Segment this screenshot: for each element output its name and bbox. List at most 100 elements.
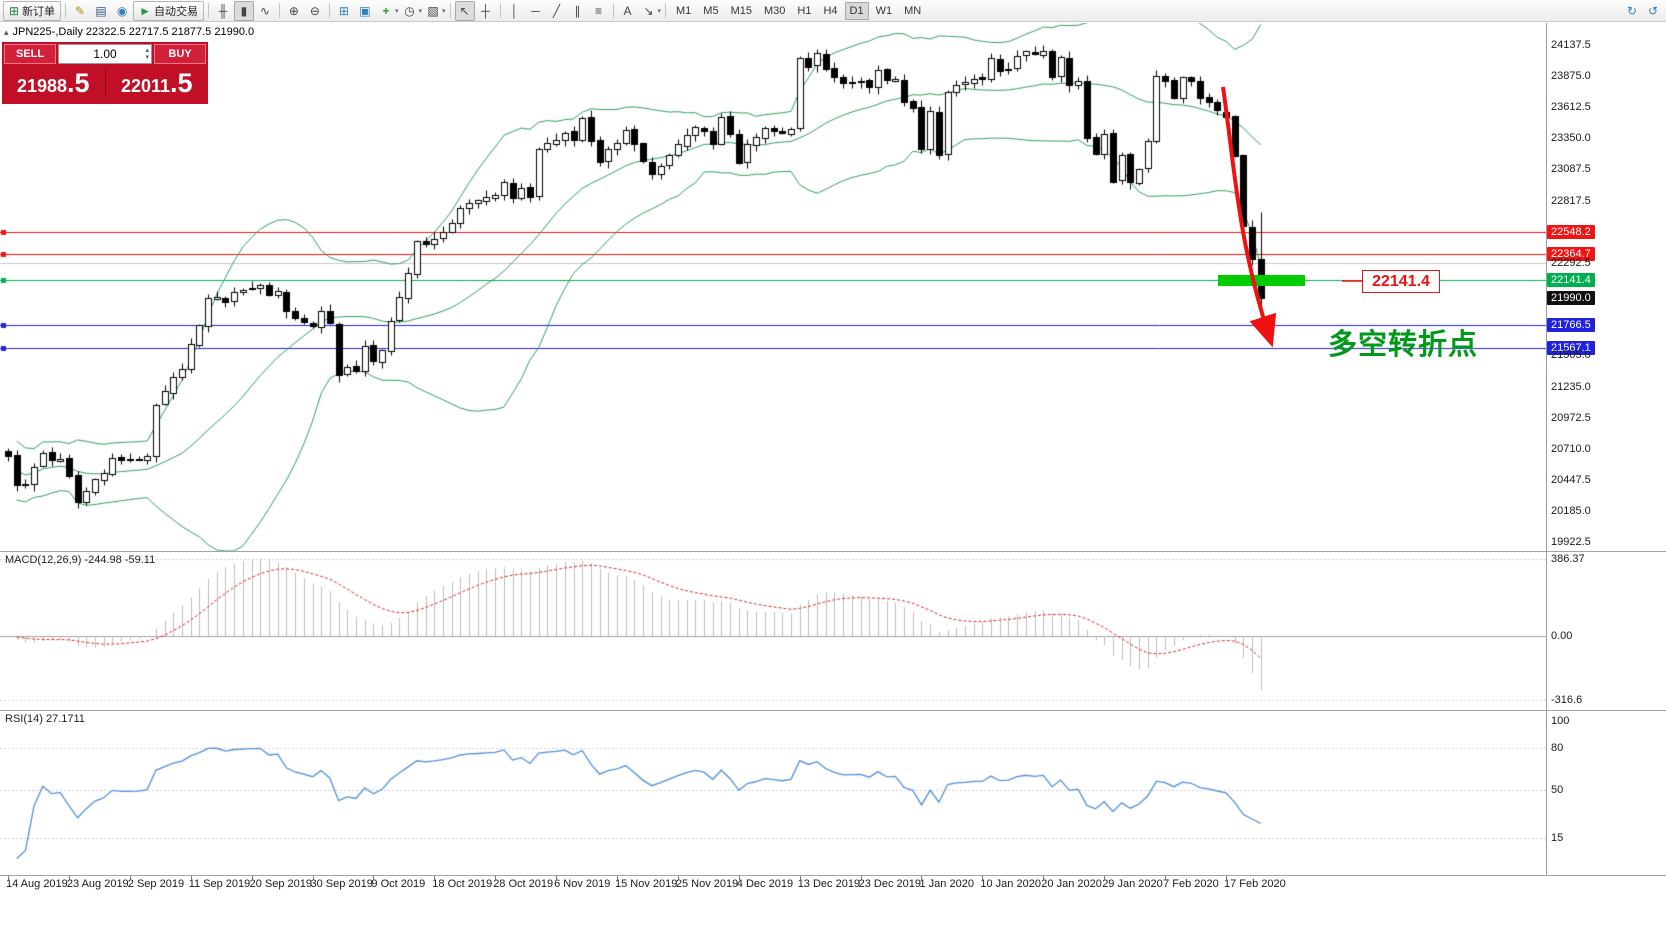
periods-dropdown[interactable]: ◷ bbox=[404, 3, 415, 18]
timeframe-button-mn[interactable]: MN bbox=[904, 4, 922, 17]
timeframe-button-m1[interactable]: M1 bbox=[676, 4, 692, 17]
arrows-icon[interactable]: ↘ bbox=[643, 3, 654, 18]
volume-field[interactable]: 1.00 ▴ ▾ bbox=[58, 44, 152, 64]
autotrading-play-icon: ► bbox=[139, 3, 151, 18]
chevron-down-icon: ▾ bbox=[657, 7, 662, 15]
timeframe-button-m30[interactable]: M30 bbox=[763, 4, 786, 17]
toolbar-separator bbox=[278, 3, 280, 18]
price-callout-box[interactable]: 22141.4 bbox=[1362, 270, 1440, 293]
support-highlight-bar[interactable] bbox=[1218, 275, 1305, 286]
time-axis-label: 28 Oct 2019 bbox=[493, 878, 554, 890]
volume-up-button[interactable]: ▴ bbox=[145, 47, 149, 54]
price-axis-label: 20972.5 bbox=[1551, 412, 1591, 425]
timeframe-button-m15[interactable]: M15 bbox=[730, 4, 752, 17]
sell-price[interactable]: 21988.5 bbox=[16, 67, 90, 98]
time-axis-tick bbox=[800, 876, 801, 880]
volume-value: 1.00 bbox=[93, 47, 117, 61]
market-watch-icon[interactable]: ▤ bbox=[95, 3, 107, 18]
autotrading-button[interactable]: ► 自动交易 bbox=[133, 0, 204, 21]
price-axis-label: 19922.5 bbox=[1551, 536, 1591, 549]
trendline-icon[interactable]: ╱ bbox=[552, 3, 561, 18]
time-axis-tick bbox=[252, 876, 253, 880]
indicators-dropdown[interactable]: + bbox=[382, 3, 390, 18]
candlestick-chart-icon[interactable]: ▮ bbox=[233, 0, 254, 21]
price-axis-label: 23087.5 bbox=[1551, 162, 1591, 175]
horizontal-line-icon[interactable]: ─ bbox=[531, 3, 540, 18]
price-level-badge: 21567.1 bbox=[1547, 341, 1595, 356]
price-axis-label: 23612.5 bbox=[1551, 100, 1591, 113]
panel-separator-macd-rsi[interactable] bbox=[0, 710, 1666, 711]
price-axis-label: 20710.0 bbox=[1551, 443, 1591, 456]
macd-axis-label: 386.37 bbox=[1551, 552, 1585, 565]
time-axis-tick bbox=[69, 876, 70, 880]
price-level-badge: 22548.2 bbox=[1547, 225, 1595, 240]
chart-plot-area[interactable] bbox=[0, 23, 1546, 875]
symbol-line: ▴ JPN225-,Daily 22322.5 22717.5 21877.5 … bbox=[4, 26, 254, 38]
toolbar-separator bbox=[665, 3, 667, 18]
time-axis-tick bbox=[921, 876, 922, 880]
buy-price[interactable]: 22011.5 bbox=[120, 67, 193, 98]
time-axis-label: 25 Nov 2019 bbox=[675, 878, 739, 890]
rsi-indicator-label: RSI(14) 27.1711 bbox=[5, 713, 85, 725]
panel-separator-rsi-time bbox=[0, 875, 1666, 876]
symbol-ohlc-text: JPN225-,Daily 22322.5 22717.5 21877.5 21… bbox=[12, 26, 255, 38]
buy-button[interactable]: BUY bbox=[154, 44, 206, 64]
metaeditor-icon[interactable]: ✎ bbox=[75, 3, 86, 18]
crosshair-icon[interactable]: ┼ bbox=[481, 3, 490, 18]
chevron-down-icon: ▾ bbox=[441, 7, 446, 15]
time-axis-label: 13 Dec 2019 bbox=[797, 878, 861, 890]
time-axis-label: 10 Jan 2020 bbox=[980, 878, 1041, 890]
macd-axis-label: 0.00 bbox=[1551, 630, 1573, 643]
vertical-line-icon[interactable]: │ bbox=[510, 3, 519, 18]
price-axis-label: 24137.5 bbox=[1551, 38, 1591, 51]
templates-dropdown[interactable]: ▧ bbox=[427, 3, 439, 18]
rsi-axis-label: 15 bbox=[1551, 831, 1564, 844]
price-divider bbox=[104, 69, 106, 97]
line-chart-icon[interactable]: ∿ bbox=[259, 3, 270, 18]
collapse-one-click-icon[interactable]: ▴ bbox=[4, 26, 9, 37]
time-axis-label: 29 Jan 2020 bbox=[1102, 878, 1163, 890]
time-axis-tick bbox=[556, 876, 557, 880]
text-icon[interactable]: A bbox=[623, 3, 632, 18]
time-axis-label: 1 Jan 2020 bbox=[919, 878, 974, 890]
turning-point-annotation[interactable]: 多空转折点 bbox=[1328, 329, 1479, 361]
zoom-out-icon[interactable]: ⊖ bbox=[309, 3, 320, 18]
toolbar-separator bbox=[449, 3, 451, 18]
time-axis-tick bbox=[191, 876, 192, 880]
tile-windows-icon[interactable]: ⊞ bbox=[338, 3, 349, 18]
new-order-button[interactable]: ⊞ 新订单 bbox=[3, 0, 62, 21]
time-axis-tick bbox=[678, 876, 679, 880]
timeframe-button-m5[interactable]: M5 bbox=[703, 4, 719, 17]
price-axis-label: 22817.5 bbox=[1551, 194, 1591, 207]
price-level-badge: 22141.4 bbox=[1547, 273, 1595, 288]
volume-down-button[interactable]: ▾ bbox=[145, 54, 149, 61]
new-order-label: 新订单 bbox=[22, 5, 56, 18]
time-axis-tick bbox=[130, 876, 131, 880]
price-axis-label: 21505.0 bbox=[1551, 349, 1591, 362]
toolbar-separator bbox=[328, 3, 330, 18]
price-axis-label: 20185.0 bbox=[1551, 505, 1591, 518]
options-icon[interactable]: ◉ bbox=[116, 3, 128, 18]
price-level-badge: 21990.0 bbox=[1547, 291, 1595, 306]
time-axis-tick bbox=[313, 876, 314, 880]
community-icon[interactable]: ↺ bbox=[1647, 3, 1659, 18]
zoom-in-icon[interactable]: ⊕ bbox=[288, 3, 299, 18]
channel-icon[interactable]: ∥ bbox=[574, 3, 581, 18]
sync-icon[interactable]: ↻ bbox=[1626, 3, 1638, 18]
cursor-icon[interactable]: ↖ bbox=[454, 0, 475, 21]
rsi-axis-label: 50 bbox=[1551, 783, 1564, 796]
sell-button[interactable]: SELL bbox=[4, 44, 56, 64]
cascade-windows-icon[interactable]: ▣ bbox=[359, 3, 371, 18]
timeframe-button-d1[interactable]: D1 bbox=[844, 1, 869, 20]
timeframe-button-h4[interactable]: H4 bbox=[823, 4, 838, 17]
timeframe-button-h1[interactable]: H1 bbox=[797, 4, 812, 17]
rsi-axis-label: 100 bbox=[1551, 714, 1570, 727]
timeframe-button-w1[interactable]: W1 bbox=[875, 4, 893, 17]
fibonacci-icon[interactable]: ≡ bbox=[594, 3, 602, 18]
panel-separator-main-macd[interactable] bbox=[0, 551, 1666, 552]
time-axis-tick bbox=[434, 876, 435, 880]
time-axis-tick bbox=[495, 876, 496, 880]
time-axis-label: 17 Feb 2020 bbox=[1224, 878, 1286, 890]
bar-chart-icon[interactable]: ╫ bbox=[218, 3, 228, 18]
price-axis-label: 23350.0 bbox=[1551, 131, 1591, 144]
